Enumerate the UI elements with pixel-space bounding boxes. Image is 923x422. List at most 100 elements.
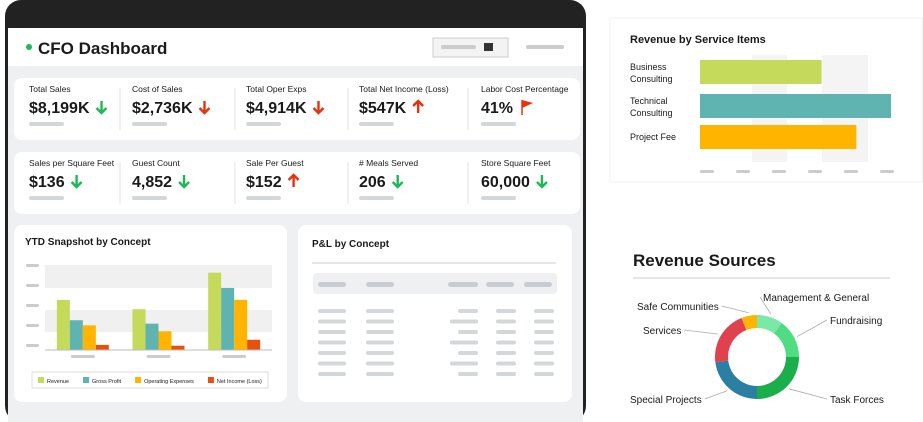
donut-segment xyxy=(715,317,747,363)
placeholder xyxy=(496,372,516,376)
donut-segment xyxy=(774,323,799,357)
pl-title: P&L by Concept xyxy=(312,239,390,250)
kpi-label: Sale Per Guest xyxy=(246,158,304,168)
placeholder xyxy=(496,361,516,366)
chart-title: Revenue by Service Items xyxy=(630,34,766,46)
donut-segment xyxy=(715,360,757,399)
trend-arrow xyxy=(412,99,425,113)
kpi-label: # Meals Served xyxy=(359,158,418,168)
placeholder xyxy=(366,361,394,366)
placeholder xyxy=(448,282,478,287)
legend-swatch xyxy=(207,377,214,383)
placeholder xyxy=(132,196,167,200)
chart-title: YTD Snapshot by Concept xyxy=(25,237,151,248)
placeholder xyxy=(132,122,167,126)
placeholder xyxy=(700,170,714,173)
placeholder xyxy=(486,282,514,287)
legend-label: Gross Profit xyxy=(92,379,122,385)
kpi-value: $547K xyxy=(359,100,407,117)
placeholder xyxy=(496,309,516,313)
placeholder xyxy=(526,45,564,49)
placeholder xyxy=(450,340,478,345)
segment-label: Services xyxy=(643,326,681,337)
flag-icon xyxy=(522,100,534,108)
placeholder xyxy=(458,330,478,334)
pl-panel xyxy=(298,225,572,402)
kpi-label: Guest Count xyxy=(132,158,180,168)
placeholder xyxy=(736,170,750,173)
bar xyxy=(700,60,822,84)
status-dot xyxy=(26,44,32,50)
bar xyxy=(95,344,109,350)
placeholder xyxy=(450,319,478,324)
placeholder xyxy=(366,340,394,345)
kpi-value: $136 xyxy=(29,174,65,191)
placeholder xyxy=(29,122,64,126)
placeholder xyxy=(534,319,554,324)
trend-arrow xyxy=(391,175,404,189)
kpi-label: Labor Cost Percentage xyxy=(481,84,569,94)
kpi-value: $2,736K xyxy=(132,100,193,117)
trend-arrow xyxy=(536,175,548,189)
placeholder xyxy=(318,309,346,313)
leader-line xyxy=(721,305,749,314)
trend-arrow xyxy=(287,173,300,187)
placeholder xyxy=(458,372,478,376)
kpi-value: 4,852 xyxy=(132,174,172,191)
placeholder xyxy=(450,361,478,366)
placeholder xyxy=(318,372,346,376)
legend-box xyxy=(31,371,269,389)
placeholder xyxy=(808,170,822,173)
kpi-value: $8,199K xyxy=(29,100,90,117)
grid-band xyxy=(45,265,272,288)
kpi-label: Store Square Feet xyxy=(481,158,551,168)
legend-swatch xyxy=(38,377,44,383)
placeholder xyxy=(70,355,95,358)
placeholder xyxy=(26,284,39,287)
segment-label: Management & General xyxy=(763,293,869,304)
legend-label: Net Income (Loss) xyxy=(217,379,262,385)
placeholder xyxy=(366,330,394,334)
bar xyxy=(700,94,892,118)
placeholder xyxy=(366,282,394,287)
trend-arrow xyxy=(198,101,211,115)
placeholder xyxy=(481,196,516,200)
placeholder xyxy=(458,309,478,313)
donut-segment xyxy=(757,315,782,334)
category-label: Technical Consulting xyxy=(630,96,673,118)
placeholder xyxy=(534,309,554,313)
legend-swatch xyxy=(135,377,142,383)
kpi-value: 60,000 xyxy=(481,174,530,191)
leader-line xyxy=(759,296,772,315)
placeholder xyxy=(318,282,346,287)
donut-segment xyxy=(741,315,757,331)
placeholder xyxy=(772,170,786,173)
placeholder xyxy=(496,319,516,324)
kpi-label: Sales per Square Feet xyxy=(29,158,115,168)
kpi-value: 206 xyxy=(359,174,386,191)
placeholder xyxy=(366,309,394,313)
placeholder xyxy=(481,122,516,126)
leader-line xyxy=(796,319,828,337)
placeholder xyxy=(366,319,394,324)
placeholder xyxy=(496,330,516,334)
kpi-label: Total Net Income (Loss) xyxy=(359,84,449,94)
trend-arrow xyxy=(312,101,325,115)
placeholder xyxy=(318,340,346,345)
placeholder xyxy=(26,344,39,347)
bar xyxy=(82,325,96,350)
placeholder xyxy=(26,324,39,327)
donut-segment xyxy=(757,357,799,399)
placeholder xyxy=(534,340,554,345)
leader-line xyxy=(684,329,719,335)
bar xyxy=(234,299,248,350)
kpi-label: Cost of Sales xyxy=(132,84,183,94)
placeholder xyxy=(222,355,247,358)
legend-label: Revenue xyxy=(47,379,69,385)
leader-line xyxy=(788,388,828,400)
placeholder xyxy=(318,361,346,366)
placeholder xyxy=(534,372,554,376)
placeholder xyxy=(366,372,394,376)
placeholder xyxy=(359,196,394,200)
